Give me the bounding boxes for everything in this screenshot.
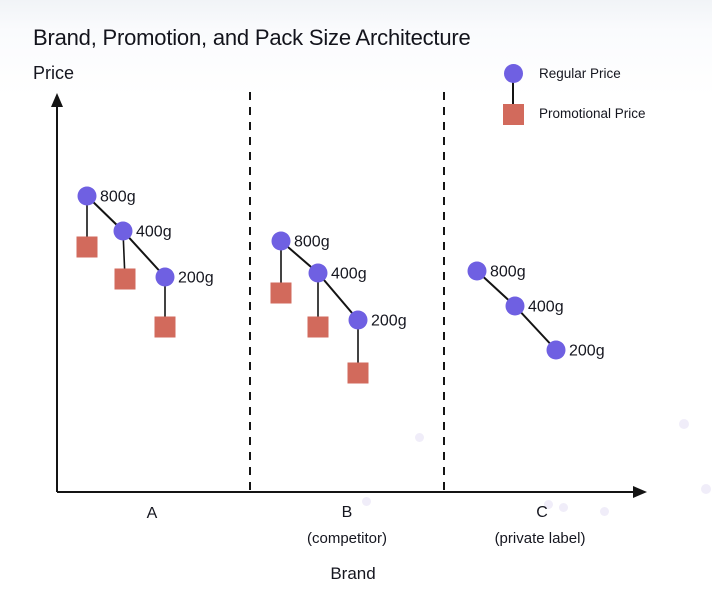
- legend-label-regular: Regular Price: [539, 66, 621, 81]
- pack-size-label: 400g: [136, 224, 172, 241]
- pack-size-label: 200g: [371, 313, 407, 330]
- background-dot: [701, 484, 711, 494]
- pack-size-label: 200g: [569, 343, 605, 360]
- chart-title: Brand, Promotion, and Pack Size Architec…: [33, 24, 471, 50]
- regular-price-marker: [505, 296, 525, 316]
- regular-price-marker: [546, 340, 566, 360]
- promotional-price-marker: [347, 362, 369, 384]
- legend-label-promotional: Promotional Price: [539, 106, 646, 121]
- brand-label-a: A: [146, 505, 158, 522]
- pack-size-label: 800g: [490, 264, 526, 281]
- x-axis-arrow: [633, 486, 647, 498]
- regular-price-marker: [155, 267, 175, 287]
- background-dot: [600, 507, 609, 516]
- promotional-price-marker: [270, 282, 292, 304]
- brand-label-c: C: [536, 504, 548, 521]
- background-dot: [544, 500, 553, 509]
- regular-price-marker: [348, 310, 368, 330]
- promotional-price-marker: [307, 316, 329, 338]
- brand-sublabel-c: (private label): [494, 530, 586, 547]
- regular-price-marker: [308, 263, 328, 283]
- y-axis-label: Price: [33, 63, 75, 83]
- regular-price-legend-marker: [504, 64, 523, 83]
- background-dot: [415, 433, 424, 442]
- x-axis-title: Brand: [330, 564, 376, 583]
- regular-price-marker: [113, 221, 133, 241]
- regular-price-marker: [467, 261, 487, 281]
- pack-size-label: 200g: [178, 270, 214, 287]
- promotional-price-marker: [114, 268, 136, 290]
- promotional-price-marker: [154, 316, 176, 338]
- pack-size-label: 800g: [294, 234, 330, 251]
- y-axis-arrow: [51, 93, 63, 107]
- legend-connector-line: [512, 79, 514, 107]
- pack-size-label: 400g: [331, 266, 367, 283]
- background-dot: [679, 419, 689, 429]
- pack-size-label: 800g: [100, 189, 136, 206]
- regular-price-marker: [271, 231, 291, 251]
- background-dot: [559, 503, 568, 512]
- promotional-price-marker: [76, 236, 98, 258]
- pack-size-label: 400g: [528, 299, 564, 316]
- regular-price-marker: [77, 186, 97, 206]
- promotional-price-legend-marker: [503, 104, 524, 125]
- brand-label-b: B: [341, 504, 353, 521]
- background-dot: [362, 497, 371, 506]
- brand-sublabel-b: (competitor): [306, 530, 388, 547]
